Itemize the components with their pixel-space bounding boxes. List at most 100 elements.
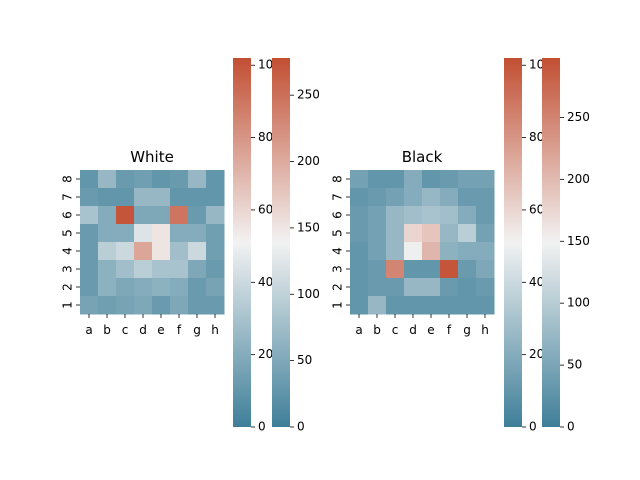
heatmap-white: White a b c d e f g h87654321020406080100050100… (61, 58, 320, 434)
heatmap-cell (134, 170, 153, 189)
colorbar-tick-label: 60 (529, 202, 544, 216)
heatmap-cell (98, 260, 117, 279)
heatmap-cell (170, 242, 189, 261)
heatmap-cell (116, 206, 135, 225)
heatmap-cell (116, 224, 135, 243)
x-tick-label: f (177, 323, 182, 337)
colorbar-tick-label: 0 (297, 420, 305, 434)
heatmap-cell (80, 170, 99, 189)
colorbar (272, 58, 290, 427)
heatmap-cell (476, 278, 495, 297)
heatmap-cell (170, 170, 189, 189)
heatmap-cell (206, 188, 225, 207)
heatmap-cell (80, 278, 99, 297)
heatmap-cell (170, 206, 189, 225)
x-tick-label: a (355, 323, 362, 337)
colorbar-tick-label: 80 (258, 130, 273, 144)
heatmap-cell (206, 242, 225, 261)
colorbar-tick-label: 80 (529, 130, 544, 144)
y-tick-label: 8 (61, 175, 75, 183)
heatmap-cell (98, 242, 117, 261)
y-tick-label: 2 (331, 283, 345, 291)
colorbar (233, 58, 251, 427)
x-tick-label: c (122, 323, 129, 337)
heatmap-cell (80, 206, 99, 225)
heatmap-cell (350, 206, 369, 225)
heatmap-cell (188, 170, 207, 189)
heatmap-cell (368, 278, 387, 297)
heatmap-cell (368, 242, 387, 261)
y-tick-label: 5 (61, 229, 75, 237)
heatmap-black: Black a b c d e f g h87654321020406080100050100… (331, 58, 590, 434)
heatmap-cell (422, 278, 441, 297)
y-tick-label: 6 (61, 211, 75, 219)
heatmap-cell (188, 260, 207, 279)
heatmap-cell (152, 296, 171, 315)
colorbar-tick-label: 150 (567, 234, 590, 248)
y-tick-label: 1 (61, 301, 75, 309)
heatmap-cell (116, 242, 135, 261)
heatmap-cell (98, 296, 117, 315)
heatmap-cell (134, 224, 153, 243)
heatmap-cell (404, 278, 423, 297)
colorbar-tick-label: 100 (567, 296, 590, 310)
heatmap-cell (458, 260, 477, 279)
colorbar-tick-label: 40 (529, 275, 544, 289)
heatmap-cell (170, 296, 189, 315)
colorbar-tick-label: 100 (297, 287, 320, 301)
heatmap-cell (206, 224, 225, 243)
x-tick-label: e (427, 323, 434, 337)
x-tick-label: h (211, 323, 219, 337)
heatmap-cell (350, 278, 369, 297)
heatmap-cell (422, 296, 441, 315)
heatmap-cell (404, 224, 423, 243)
colorbar-tick-label: 0 (258, 420, 266, 434)
heatmap-cell (368, 188, 387, 207)
y-tick-label: 4 (331, 247, 345, 255)
heatmap-cell (404, 206, 423, 225)
heatmap-cell (404, 170, 423, 189)
colorbar-tick-label: 250 (297, 88, 320, 102)
y-tick-label: 2 (61, 283, 75, 291)
heatmap-cell (80, 242, 99, 261)
heatmap-cell (134, 296, 153, 315)
heatmap-cell (386, 188, 405, 207)
y-tick-label: 1 (331, 301, 345, 309)
heatmap-cell (440, 296, 459, 315)
x-tick-label: b (103, 323, 111, 337)
heatmap-cell (98, 278, 117, 297)
x-tick-label: d (139, 323, 147, 337)
heatmap-cell (152, 242, 171, 261)
heatmap-cell (368, 224, 387, 243)
heatmap-cell (170, 188, 189, 207)
heatmap-cell (188, 296, 207, 315)
heatmap-cell (170, 224, 189, 243)
chart-title: Black (402, 148, 443, 166)
heatmap-cell (134, 242, 153, 261)
heatmap-cell (98, 188, 117, 207)
heatmap-cell (350, 242, 369, 261)
heatmap-cell (116, 296, 135, 315)
y-tick-label: 4 (61, 247, 75, 255)
x-tick-label: g (193, 323, 201, 337)
heatmap-cell (386, 242, 405, 261)
y-tick-label: 7 (61, 193, 75, 201)
heatmap-cell (422, 260, 441, 279)
y-tick-label: 3 (61, 265, 75, 273)
heatmap-cell (152, 206, 171, 225)
heatmap-cell (188, 206, 207, 225)
heatmap-cell (368, 296, 387, 315)
colorbar-tick-label: 150 (297, 220, 320, 234)
heatmap-cell (386, 260, 405, 279)
heatmap-cell (152, 170, 171, 189)
heatmap-cell (152, 260, 171, 279)
x-tick-label: e (157, 323, 164, 337)
heatmap-cell (476, 260, 495, 279)
colorbar (504, 58, 522, 427)
y-tick-label: 3 (331, 265, 345, 273)
heatmap-cell (80, 296, 99, 315)
heatmap-cell (368, 170, 387, 189)
heatmap-cell (188, 242, 207, 261)
heatmap-cell (80, 224, 99, 243)
